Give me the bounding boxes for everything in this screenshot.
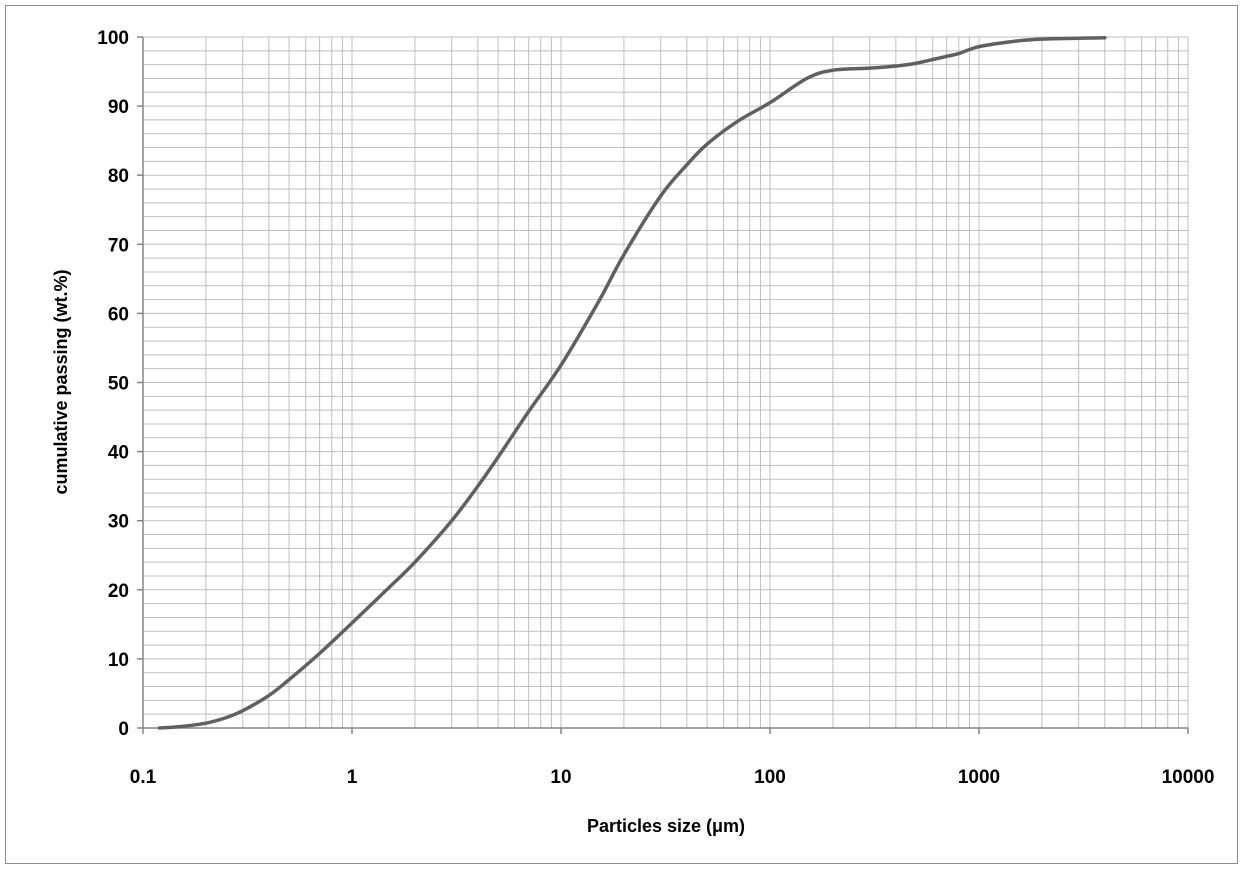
y-tick-label: 100 xyxy=(97,28,129,49)
x-tick-label: 1 xyxy=(347,767,358,788)
axes xyxy=(137,36,1189,734)
y-tick-label: 50 xyxy=(108,374,129,395)
y-tick-label: 0 xyxy=(118,719,129,740)
y-tick-label: 20 xyxy=(108,581,129,602)
x-tick-label: 0.1 xyxy=(130,767,157,788)
series-line xyxy=(157,35,1107,730)
x-tick-label: 1000 xyxy=(958,767,1000,788)
series-lines xyxy=(157,35,1107,730)
y-tick-label: 70 xyxy=(108,235,129,256)
y-tick-label: 40 xyxy=(108,443,129,464)
y-tick-label: 10 xyxy=(108,650,129,671)
x-tick-label: 10 xyxy=(550,767,571,788)
y-tick-label: 60 xyxy=(108,304,129,325)
grid-lines xyxy=(142,36,1189,729)
y-tick-label: 30 xyxy=(108,512,129,533)
x-axis-title: Particles size (μm) xyxy=(587,816,745,836)
y-axis-title: cumulative passing (wt.%) xyxy=(51,269,71,494)
y-tick-label: 80 xyxy=(108,166,129,187)
x-tick-label: 100 xyxy=(754,767,786,788)
x-tick-label: 10000 xyxy=(1162,767,1215,788)
y-tick-labels: 0 10 20 30 40 50 60 70 80 90 100 xyxy=(97,28,129,740)
x-tick-labels: 0.1 1 10 100 1000 10000 xyxy=(130,767,1215,788)
y-tick-label: 90 xyxy=(108,97,129,118)
